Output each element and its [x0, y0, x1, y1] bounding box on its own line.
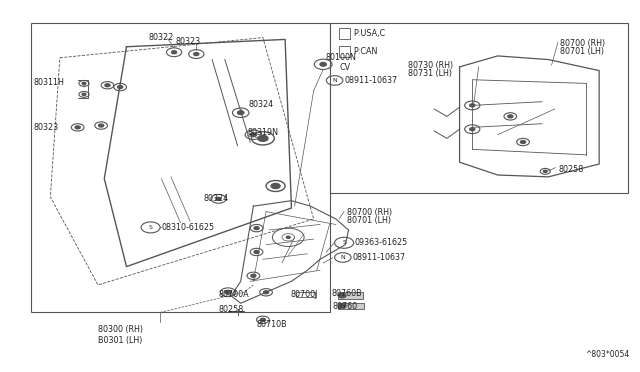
Text: 08911-10637: 08911-10637 [344, 76, 397, 85]
Circle shape [99, 124, 104, 127]
Circle shape [82, 82, 86, 84]
Text: S: S [342, 240, 346, 245]
Text: 80700 (RH): 80700 (RH) [348, 208, 392, 217]
Text: 80258: 80258 [218, 305, 244, 314]
Text: S: S [148, 225, 152, 230]
Circle shape [194, 52, 199, 55]
Text: 80258: 80258 [559, 165, 584, 174]
Bar [339, 46, 351, 57]
Circle shape [508, 115, 513, 118]
Text: N: N [340, 255, 345, 260]
Text: CV: CV [339, 63, 350, 72]
Text: 80701 (LH): 80701 (LH) [560, 47, 604, 56]
Circle shape [260, 318, 266, 321]
Circle shape [225, 291, 231, 294]
Circle shape [254, 227, 259, 230]
Circle shape [339, 304, 346, 308]
Circle shape [118, 86, 123, 89]
Text: 08911-10637: 08911-10637 [353, 253, 406, 262]
Text: 80300 (RH): 80300 (RH) [98, 325, 143, 334]
Text: ^803*0054: ^803*0054 [586, 350, 630, 359]
Text: 80700J: 80700J [290, 289, 317, 299]
Text: N: N [332, 78, 337, 83]
Circle shape [320, 62, 326, 66]
Circle shape [264, 291, 269, 294]
Circle shape [258, 135, 268, 141]
Bar [338, 302, 364, 309]
Circle shape [105, 84, 110, 87]
Text: 80760: 80760 [333, 302, 358, 311]
Circle shape [543, 170, 547, 173]
Text: 80700 (RH): 80700 (RH) [560, 39, 605, 48]
Text: 80311H: 80311H [33, 78, 64, 87]
Bar [296, 292, 315, 297]
Text: 80760B: 80760B [332, 289, 362, 298]
Circle shape [254, 250, 259, 253]
Text: 80731 (LH): 80731 (LH) [408, 69, 452, 78]
Bar [339, 28, 351, 39]
Text: 80324: 80324 [249, 100, 274, 109]
Circle shape [339, 294, 346, 298]
Text: 80730 (RH): 80730 (RH) [408, 61, 452, 70]
Circle shape [470, 104, 475, 107]
Text: 08310-61625: 08310-61625 [161, 223, 214, 232]
Circle shape [520, 141, 525, 144]
Text: P:CAN: P:CAN [353, 47, 378, 56]
Text: 80710B: 80710B [257, 320, 287, 328]
Circle shape [470, 128, 475, 131]
Circle shape [82, 93, 86, 96]
Text: P:USA,C: P:USA,C [353, 29, 385, 38]
Text: 80322: 80322 [148, 33, 174, 42]
Text: 80319N: 80319N [248, 128, 278, 137]
Circle shape [75, 126, 80, 129]
Bar [330, 23, 628, 193]
Bar [338, 292, 363, 299]
Text: B0301 (LH): B0301 (LH) [98, 336, 142, 344]
Circle shape [172, 51, 177, 54]
Text: 80323: 80323 [33, 123, 58, 132]
Circle shape [271, 183, 280, 189]
Text: 80700A: 80700A [218, 290, 249, 299]
Text: 09363-61625: 09363-61625 [355, 238, 408, 247]
Circle shape [250, 133, 257, 137]
Circle shape [251, 274, 256, 277]
Circle shape [216, 198, 221, 200]
Circle shape [286, 236, 290, 238]
Circle shape [237, 111, 244, 115]
Text: 80323: 80323 [175, 37, 200, 46]
Bar [31, 23, 330, 312]
Text: 80100N: 80100N [325, 53, 356, 62]
Text: 80324: 80324 [204, 194, 228, 203]
Text: 80701 (LH): 80701 (LH) [348, 216, 391, 225]
